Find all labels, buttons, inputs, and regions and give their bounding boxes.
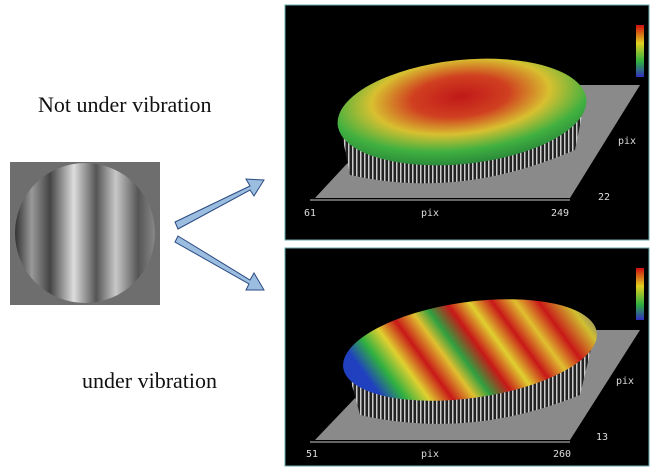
- axis-label: 249: [551, 208, 569, 219]
- axis-label: pix: [616, 376, 634, 387]
- interferogram: [10, 162, 160, 305]
- axis-label: pix: [618, 136, 636, 147]
- caption: under vibration: [82, 368, 217, 393]
- axis-label: pix: [421, 208, 439, 219]
- figure: Not under vibration under vibration 61 p…: [0, 0, 656, 471]
- surface-plot: 51 pix 260 13 pix: [285, 248, 649, 466]
- axis-label: 13: [596, 432, 608, 443]
- axis-label: 51: [306, 449, 318, 460]
- surface-plot: 61 pix 249 22 pix: [285, 5, 649, 240]
- axis-label: 22: [598, 192, 610, 203]
- axis-label: 260: [553, 449, 571, 460]
- axis-label: 61: [304, 208, 316, 219]
- caption: Not under vibration: [38, 92, 212, 117]
- axis-label: pix: [421, 449, 439, 460]
- arrow: [175, 179, 264, 290]
